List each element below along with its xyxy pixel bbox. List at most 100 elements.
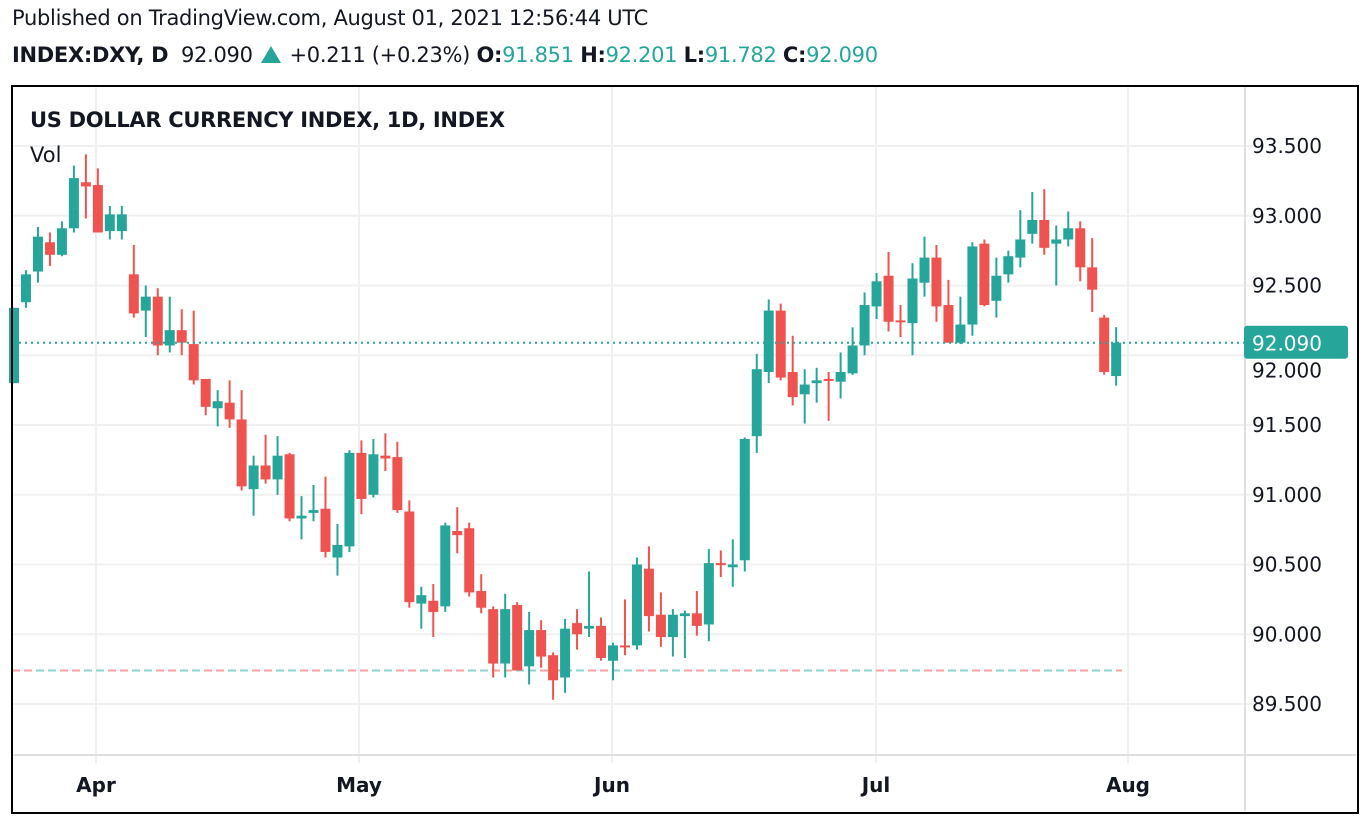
candle-up	[560, 618, 571, 693]
candle-down	[464, 522, 475, 597]
price-tick-label: 90.500	[1252, 553, 1322, 577]
candle-up	[368, 438, 379, 498]
candle-down	[128, 245, 139, 318]
candle-down	[883, 252, 894, 332]
candle-up	[727, 539, 738, 587]
candle-down	[979, 239, 990, 307]
candle-body	[608, 645, 618, 661]
open-label: O:	[476, 43, 503, 67]
candle-down	[176, 309, 187, 356]
candle-down	[643, 546, 654, 632]
candle-down	[92, 168, 103, 233]
candle-up	[248, 455, 259, 516]
candle-body	[1039, 219, 1050, 248]
candle-body	[919, 257, 930, 283]
candle-up	[859, 292, 870, 356]
candle-up	[212, 390, 223, 427]
candle-body	[727, 564, 738, 568]
candle-body	[979, 243, 990, 306]
candle-body	[572, 623, 583, 635]
candle-body	[176, 330, 187, 343]
candle-body	[883, 275, 894, 322]
candle-up	[344, 450, 355, 552]
candle-up	[308, 484, 319, 522]
candle-body	[356, 452, 367, 499]
candle-body	[667, 614, 678, 638]
candle-body	[404, 511, 415, 603]
candle-up	[739, 437, 750, 572]
candle-body	[320, 508, 331, 552]
open-value: 91.851	[502, 43, 574, 67]
candle-down	[44, 232, 55, 266]
candle-down	[931, 245, 942, 322]
candle-body	[9, 307, 19, 384]
low-label: L:	[683, 43, 705, 67]
candle-body	[1075, 228, 1086, 268]
candle-body	[1099, 317, 1110, 372]
candle-body	[655, 614, 666, 638]
candle-body	[452, 531, 463, 536]
candle-body	[835, 371, 846, 382]
close-value: 92.090	[806, 43, 878, 67]
price-tick-label: 92.000	[1252, 359, 1322, 383]
candle-down	[224, 380, 235, 428]
candle-body	[56, 228, 67, 255]
candle-up	[440, 522, 451, 612]
candle-up	[799, 369, 810, 424]
candle-up	[919, 236, 930, 297]
candle-up	[835, 352, 846, 399]
candle-body	[967, 246, 978, 325]
candle-down	[236, 390, 247, 491]
candle-body	[560, 628, 571, 678]
candle-body	[368, 454, 379, 495]
candle-up	[763, 299, 774, 384]
candle-down	[428, 584, 439, 638]
candle-down	[691, 591, 702, 636]
candle-body	[344, 452, 355, 547]
candle-down	[488, 606, 499, 678]
candle-body	[763, 310, 774, 372]
candle-body	[1015, 239, 1026, 258]
candle-down	[655, 592, 666, 647]
candle-body	[80, 182, 91, 187]
last-price-badge-text: 92.090	[1252, 332, 1322, 356]
price-change: +0.211 (+0.23%)	[289, 43, 471, 67]
candle-up	[1027, 192, 1038, 244]
candle-body	[823, 378, 834, 381]
candle-up	[703, 549, 714, 642]
candle-body	[955, 324, 966, 343]
candle-down	[512, 602, 523, 671]
symbol-quote-line: INDEX:DXY, D 92.090 +0.211 (+0.23%) O:91…	[12, 43, 878, 67]
close-label: C:	[782, 43, 807, 67]
candle-down	[284, 452, 295, 522]
candle-body	[715, 563, 726, 566]
candle-body	[931, 257, 942, 307]
candle-body	[619, 645, 630, 648]
candle-up	[56, 221, 67, 257]
candle-body	[296, 515, 307, 519]
candle-up	[1051, 225, 1062, 286]
high-value: 92.201	[605, 43, 678, 67]
candle-body	[140, 296, 151, 311]
candle-body	[524, 630, 535, 667]
candle-up	[967, 242, 978, 336]
candle-down	[823, 371, 834, 421]
candle-down	[80, 154, 91, 219]
candle-body	[751, 369, 762, 437]
candle-up	[272, 436, 283, 495]
price-tick-label: 93.000	[1252, 204, 1322, 228]
candle-body	[991, 275, 1002, 301]
candle-down	[380, 433, 391, 472]
candle-body	[380, 455, 391, 459]
candle-body	[775, 310, 786, 378]
candle-down	[260, 434, 271, 484]
price-tick-label: 91.000	[1252, 483, 1322, 507]
candle-up	[332, 524, 343, 576]
candle-up	[1111, 327, 1122, 386]
candle-up	[524, 611, 535, 685]
candle-up	[631, 557, 642, 650]
candle-down	[895, 305, 906, 338]
candle-down	[320, 476, 331, 558]
candle-body	[811, 380, 822, 384]
